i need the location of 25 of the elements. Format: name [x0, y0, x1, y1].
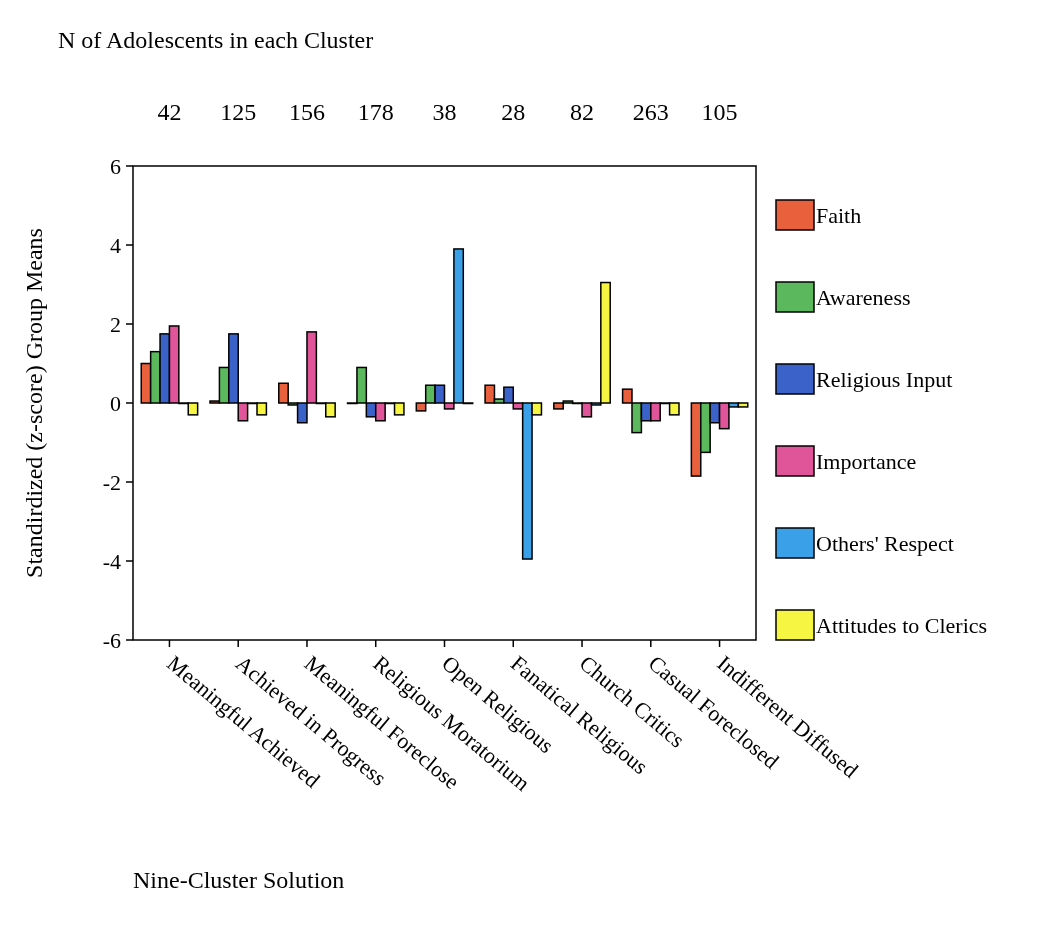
text: 82: [570, 99, 595, 125]
legend-label: Importance: [816, 448, 917, 474]
y-axis-title: Standirdized (z-score) Group Means: [21, 228, 47, 578]
y-tick-label: 4: [110, 232, 121, 258]
text: 263: [632, 99, 669, 125]
legend-label: Faith: [816, 202, 862, 228]
y-tick-label: -6: [102, 627, 121, 653]
text: 156: [288, 99, 325, 125]
x-axis-title: Nine-Cluster Solution: [133, 867, 345, 893]
y-tick-label: 2: [110, 311, 121, 337]
text: 178: [357, 99, 394, 125]
text: 38: [432, 99, 457, 125]
text: 125: [220, 99, 257, 125]
text: 42: [157, 99, 182, 125]
legend-label: Religious Input: [816, 366, 953, 392]
y-tick-label: 6: [110, 153, 121, 179]
legend-label: Others' Respect: [816, 530, 954, 556]
legend-label: Attitudes to Clerics: [816, 612, 988, 638]
y-tick-label: 0: [110, 390, 121, 416]
y-tick-label: -2: [102, 469, 121, 495]
y-tick-label: -4: [102, 548, 121, 574]
text: 105: [701, 99, 738, 125]
legend-label: Awareness: [816, 284, 911, 310]
text: 28: [501, 99, 526, 125]
x2-axis-title: N of Adolescents in each Cluster: [58, 27, 374, 53]
